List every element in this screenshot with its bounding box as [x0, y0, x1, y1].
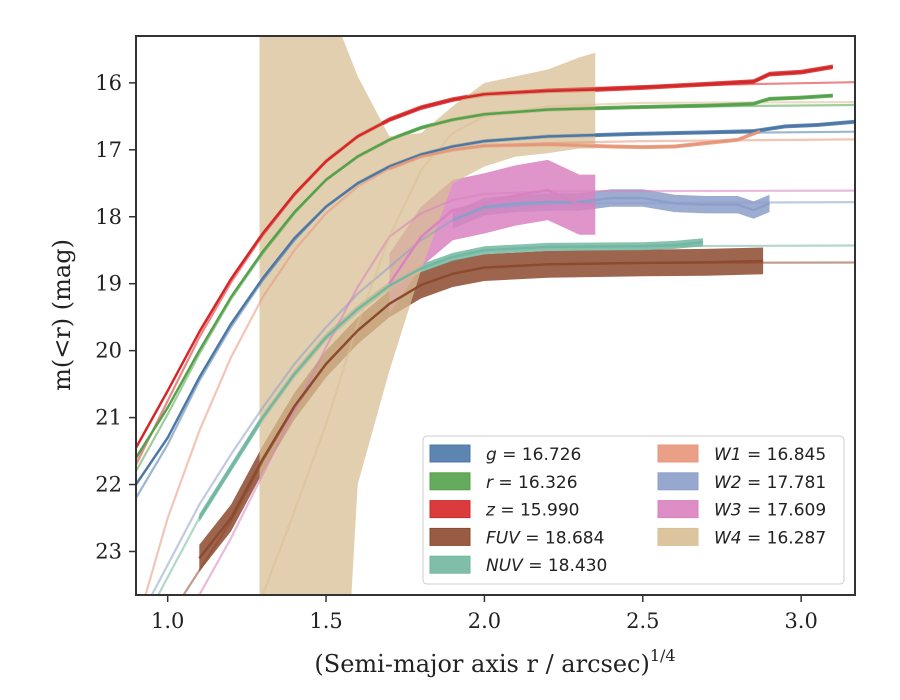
legend-swatch-w4 — [657, 527, 699, 546]
legend-label-nuv: NUV = 18.430 — [486, 556, 607, 576]
y-tick-label: 20 — [95, 339, 122, 363]
y-tick-label: 18 — [95, 205, 122, 229]
legend-label-w1: W1 = 16.845 — [714, 445, 826, 465]
x-axis-ticks: 1.0 1.5 2.0 2.5 3.0 — [151, 595, 818, 633]
data-lines — [136, 65, 855, 559]
z-data-line — [136, 65, 834, 449]
y-tick-label: 23 — [95, 539, 122, 563]
x-tick-label: 1.5 — [309, 609, 342, 633]
legend-label-w4: W4 = 16.287 — [714, 528, 826, 548]
w4-uncertainty-band — [259, 36, 596, 595]
x-tick-label: 2.5 — [626, 609, 659, 633]
w3-fit-line — [198, 189, 855, 595]
y-tick-label: 17 — [95, 138, 122, 162]
legend-label-r: r = 16.326 — [486, 473, 578, 493]
y-tick-label: 19 — [95, 272, 122, 296]
legend-swatch-nuv — [429, 555, 471, 574]
legend: g = 16.726 r = 16.326 z = 15.990 FUV = 18.6… — [422, 435, 845, 585]
x-tick-label: 1.0 — [151, 609, 184, 633]
legend-label-g: g = 16.726 — [486, 445, 581, 465]
legend-swatch-w2 — [657, 472, 699, 491]
x-tick-label: 3.0 — [784, 609, 817, 633]
legend-swatch-w3 — [657, 500, 699, 519]
w1-data-line — [388, 129, 761, 170]
legend-label-z: z = 15.990 — [485, 501, 579, 521]
x-tick-label: 2.0 — [468, 609, 501, 633]
w2-data-line — [452, 196, 770, 222]
legend-swatch-z — [429, 500, 471, 519]
y-tick-label: 22 — [95, 473, 122, 497]
uncertainty-bands — [136, 36, 855, 595]
legend-swatch-fuv — [429, 527, 471, 546]
legend-swatch-r — [429, 472, 471, 491]
x-axis-label: (Semi-major axis r / arcsec)1/4 — [314, 646, 675, 678]
legend-label-fuv: FUV = 18.684 — [486, 528, 604, 548]
plot-area — [136, 36, 855, 595]
y-tick-label: 16 — [95, 71, 122, 95]
y-axis-ticks: 16 17 18 19 20 21 22 23 — [95, 71, 136, 563]
r-data-line — [136, 94, 833, 459]
w3-data-line — [388, 188, 596, 285]
legend-label-w3: W3 = 17.609 — [714, 501, 826, 521]
y-tick-label: 21 — [95, 406, 122, 430]
fuv-data-line — [198, 259, 764, 559]
nuv-data-line — [198, 241, 704, 519]
plot-frame — [135, 35, 856, 596]
legend-label-w2: W2 = 17.781 — [714, 473, 826, 493]
y-axis-label: m(<r) (mag) — [48, 239, 76, 391]
g-data-line — [136, 120, 855, 486]
legend-swatch-w1 — [657, 444, 699, 463]
legend-swatch-g — [429, 444, 471, 463]
w4-fit-line — [261, 101, 855, 595]
legend-box — [422, 435, 845, 585]
